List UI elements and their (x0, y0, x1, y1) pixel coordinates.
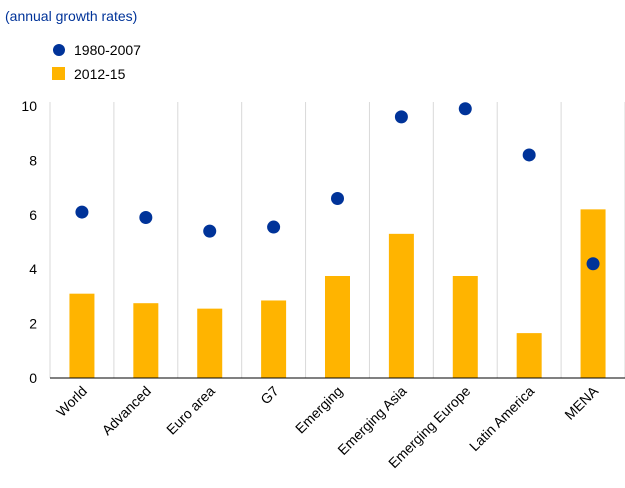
y-tick-label: 6 (29, 207, 37, 223)
point-1980-2007 (203, 224, 217, 238)
point-1980-2007 (394, 110, 408, 124)
point-1980-2007 (139, 211, 153, 225)
x-tick-label: G7 (257, 383, 282, 408)
legend-marker-1980-2007 (53, 44, 65, 56)
x-tick-label: Latin America (466, 383, 537, 454)
points-1980-2007 (75, 102, 600, 271)
x-tick-label: Euro area (163, 383, 218, 438)
point-1980-2007 (267, 220, 281, 234)
legend-label-2012-15: 2012-15 (74, 66, 126, 82)
bar-2012-15 (580, 209, 606, 378)
point-1980-2007 (75, 205, 89, 219)
bar-2012-15 (325, 276, 350, 378)
bar-2012-15 (516, 333, 542, 378)
y-tick-label: 10 (21, 98, 37, 114)
x-axis-labels: World Advanced Euro area G7 EmergingEmerging… (53, 382, 602, 471)
x-tick-label: World (53, 383, 90, 420)
y-tick-label: 4 (29, 261, 37, 277)
y-axis-ticks: 0 2 4 6 8 10 (21, 98, 37, 386)
y-tick-label: 2 (29, 316, 37, 332)
point-1980-2007 (331, 191, 344, 205)
legend-label-1980-2007: 1980-2007 (74, 42, 141, 58)
bar-2012-15 (133, 303, 159, 378)
category-grid (49, 102, 625, 378)
x-tick-label: Emerging (292, 383, 346, 437)
point-1980-2007 (522, 148, 536, 162)
point-1980-2007 (458, 102, 472, 116)
chart-subtitle: (annual growth rates) (5, 8, 137, 24)
bar-2012-15 (261, 300, 287, 378)
bar-2012-15 (388, 233, 414, 378)
y-tick-label: 8 (29, 152, 37, 168)
x-tick-label: Advanced (99, 383, 154, 438)
legend: 1980-2007 2012-15 (52, 42, 141, 82)
legend-marker-2012-15 (52, 67, 65, 80)
x-tick-label: MENA (561, 382, 601, 422)
point-1980-2007 (586, 257, 600, 271)
bars-2012-15 (69, 209, 606, 378)
bar-2012-15 (69, 293, 95, 378)
bar-2012-15 (452, 276, 478, 378)
bar-2012-15 (197, 308, 223, 378)
y-tick-label: 0 (29, 370, 37, 386)
